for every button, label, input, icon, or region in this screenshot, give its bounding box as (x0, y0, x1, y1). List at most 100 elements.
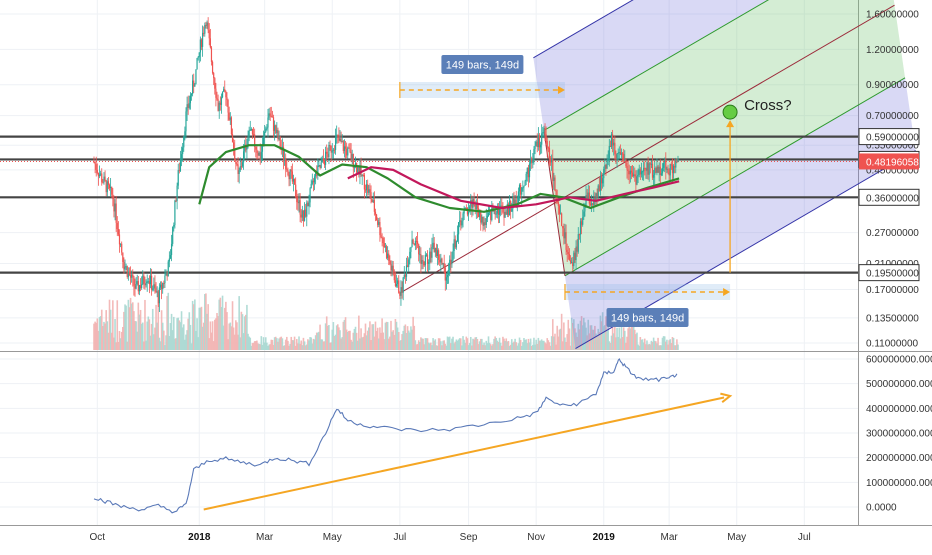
candle-body (231, 134, 234, 143)
volume-bar (209, 321, 212, 350)
price-tick-label: 0.13500000 (866, 313, 919, 324)
volume-bar (594, 325, 596, 350)
candle-body (575, 246, 577, 261)
volume-bar (565, 341, 567, 350)
volume-bar (100, 309, 103, 350)
candle-body (203, 32, 205, 34)
indicator-tick-label: 100000000.0000 (866, 478, 932, 489)
volume-bar (451, 338, 453, 350)
candle-body (352, 153, 354, 169)
volume-bar (180, 311, 183, 350)
candle-body (284, 159, 286, 161)
volume-bar (406, 326, 409, 350)
candle-body (608, 146, 610, 160)
pitchfork-line (533, 0, 634, 59)
candle-body (503, 212, 505, 218)
candle-body (182, 147, 184, 155)
volume-bar (330, 342, 332, 350)
candle-body (361, 174, 363, 176)
volume-bar (571, 322, 574, 350)
volume-bar (217, 316, 219, 350)
candle-body (357, 167, 359, 173)
volume-bar (674, 345, 677, 350)
candle-body (625, 159, 627, 167)
indicator-tick-label: 0.0000 (866, 503, 897, 514)
candle-body (486, 215, 488, 219)
volume-bar (556, 325, 559, 350)
volume-bar (483, 342, 485, 350)
volume-bar (228, 323, 230, 350)
volume-bar (595, 333, 597, 350)
pitchfork-band (543, 0, 895, 204)
volume-bar (128, 307, 131, 350)
candle-body (413, 243, 415, 246)
volume-bar (433, 340, 436, 350)
volume-bar (108, 299, 111, 350)
candle-body (327, 153, 329, 158)
candle-body (388, 253, 390, 261)
volume-bar (374, 321, 377, 350)
volume-bar (602, 326, 605, 350)
volume-bar (248, 336, 250, 350)
candle-body (371, 199, 373, 203)
volume-bar (158, 337, 161, 350)
volume-bar (498, 337, 501, 350)
volume-bar (364, 323, 367, 350)
candle-body (398, 280, 400, 293)
volume-bar (188, 312, 191, 350)
candle-body (117, 229, 119, 235)
candle-body (595, 193, 597, 202)
volume-bar (411, 329, 413, 350)
candle-body (214, 78, 216, 89)
moving-average-line (347, 166, 680, 210)
volume-bar (147, 316, 150, 350)
volume-bar (320, 339, 322, 350)
candle-body (403, 274, 405, 278)
candle-body (482, 216, 484, 226)
candle-body (518, 184, 521, 192)
candle-body (577, 234, 579, 252)
volume-bar (453, 343, 455, 350)
candle-body (479, 209, 481, 217)
volume-bar (263, 342, 266, 350)
volume-bar (349, 330, 351, 350)
volume-bar (212, 341, 215, 350)
volume-bar (505, 338, 508, 350)
volume-bar (423, 344, 426, 350)
candle-body (391, 265, 393, 271)
volume-bar (131, 302, 134, 350)
volume-bar (526, 343, 529, 350)
time-tick-label: Mar (256, 532, 274, 543)
volume-bar (150, 323, 153, 350)
candle-body (636, 176, 638, 185)
date-range-arrowhead (723, 288, 731, 296)
cross-annotation-text: Cross? (744, 97, 792, 114)
candle-body (530, 158, 532, 164)
candle-body (210, 47, 213, 62)
candle-body (490, 210, 492, 220)
volume-bar (387, 338, 390, 350)
candle-body (115, 203, 117, 223)
volume-bar (504, 340, 506, 350)
volume-bar (233, 334, 236, 350)
candle-body (465, 207, 467, 209)
volume-bar (440, 341, 442, 350)
volume-bar (493, 338, 495, 350)
volume-bar (549, 345, 552, 350)
candle-body (433, 242, 435, 253)
candle-body (309, 188, 311, 203)
volume-bar (295, 339, 298, 350)
candle-body (407, 265, 409, 267)
candle-body (457, 222, 460, 235)
volume-bar (604, 325, 606, 350)
candle-body (180, 154, 183, 160)
candle-body (476, 202, 479, 209)
candle-body (308, 202, 310, 207)
candle-body (602, 178, 604, 184)
volume-bar (226, 312, 228, 350)
volume-bar (456, 340, 459, 350)
volume-bar (640, 339, 643, 350)
price-tick-label: 1.20000000 (866, 45, 919, 56)
candle-body (580, 221, 583, 225)
candle-body (255, 146, 257, 150)
